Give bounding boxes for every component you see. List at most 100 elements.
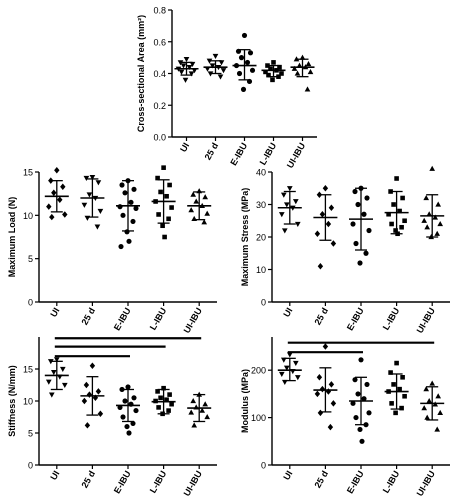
y-tick-label: 10: [23, 397, 33, 407]
data-point: [399, 224, 404, 230]
y-axis-label: Maximum Load (N): [7, 197, 17, 278]
data-point: [399, 405, 404, 411]
data-point: [182, 77, 189, 83]
data-point: [286, 186, 293, 192]
data-point: [299, 54, 306, 60]
data-point: [429, 380, 436, 386]
data-point: [423, 195, 430, 201]
data-point: [291, 65, 298, 71]
data-point: [278, 371, 285, 377]
data-point: [355, 201, 361, 208]
data-point: [57, 196, 63, 203]
data-point: [366, 410, 372, 416]
data-point: [158, 395, 163, 401]
data-point: [84, 422, 91, 429]
series-UI-IBU: [420, 380, 445, 432]
series-L-IBU: [261, 60, 286, 83]
data-point: [86, 192, 93, 198]
data-point: [188, 71, 195, 77]
data-point: [307, 68, 314, 75]
data-point: [81, 397, 88, 405]
data-point: [393, 228, 398, 233]
data-point: [126, 238, 132, 244]
data-point: [421, 405, 428, 411]
data-point: [50, 370, 57, 376]
series-25 d: [313, 185, 338, 270]
data-point: [327, 423, 334, 431]
data-point: [352, 377, 358, 383]
series-25 d: [313, 343, 338, 431]
y-tick-label: 5: [28, 429, 33, 439]
data-point: [421, 217, 428, 223]
series-UI: [174, 57, 199, 83]
data-point: [188, 207, 195, 213]
data-point: [131, 395, 137, 401]
data-point: [117, 204, 123, 210]
data-point: [204, 210, 211, 216]
y-tick-label: 0.0: [153, 133, 166, 143]
data-point: [278, 212, 285, 218]
x-tick-label: UI: [48, 306, 61, 319]
data-point: [178, 69, 185, 75]
data-point: [402, 218, 407, 224]
y-tick-label: 15: [23, 168, 33, 178]
data-point: [270, 77, 275, 83]
data-point: [429, 165, 436, 171]
data-point: [244, 59, 251, 65]
y-tick-label: 20: [256, 233, 266, 243]
x-tick-label: L-IBU: [258, 141, 279, 167]
y-tick-label: 10: [256, 265, 266, 275]
series-UI: [44, 357, 69, 398]
data-point: [314, 390, 321, 398]
data-point: [183, 57, 190, 63]
data-point: [364, 381, 370, 387]
data-point: [350, 221, 356, 227]
x-tick-label: 25 d: [312, 306, 330, 327]
data-point: [95, 180, 102, 186]
data-point: [437, 409, 444, 416]
y-tick-label: 10: [23, 211, 33, 221]
data-point: [325, 220, 332, 228]
y-tick-label: 0: [261, 461, 266, 471]
data-point: [217, 74, 224, 80]
series-E-IBU: [349, 185, 373, 266]
data-point: [322, 343, 329, 350]
y-axis-label: Cross-sectional Area (mm²): [136, 15, 146, 132]
data-point: [350, 400, 356, 406]
data-point: [328, 381, 335, 388]
data-point: [54, 167, 60, 174]
data-point: [330, 240, 337, 247]
series-UI-IBU: [420, 165, 445, 240]
data-point: [164, 397, 169, 403]
data-point: [89, 362, 96, 370]
data-point: [156, 212, 161, 217]
data-point: [97, 208, 104, 214]
data-point: [319, 211, 326, 218]
x-tick-label: UI: [48, 469, 61, 482]
data-point: [190, 191, 197, 197]
data-point: [130, 218, 136, 224]
data-point: [317, 409, 324, 417]
data-point: [266, 72, 271, 78]
data-point: [391, 202, 396, 207]
data-point: [277, 64, 282, 70]
data-point: [240, 86, 247, 92]
y-tick-label: 0: [28, 298, 33, 308]
data-point: [86, 391, 93, 398]
y-tick-label: 100: [251, 413, 266, 423]
data-point: [432, 214, 439, 220]
data-point: [286, 352, 293, 358]
data-point: [294, 70, 301, 76]
data-point: [188, 409, 195, 415]
series-UI: [44, 167, 69, 221]
data-point: [361, 211, 367, 217]
data-point: [212, 53, 219, 60]
data-point: [62, 211, 68, 218]
data-point: [186, 64, 193, 71]
data-point: [191, 422, 198, 428]
y-axis-label: Maximum Stress (MPa): [240, 188, 250, 287]
series-L-IBU: [384, 176, 409, 237]
data-point: [322, 185, 329, 192]
data-point: [155, 389, 160, 394]
